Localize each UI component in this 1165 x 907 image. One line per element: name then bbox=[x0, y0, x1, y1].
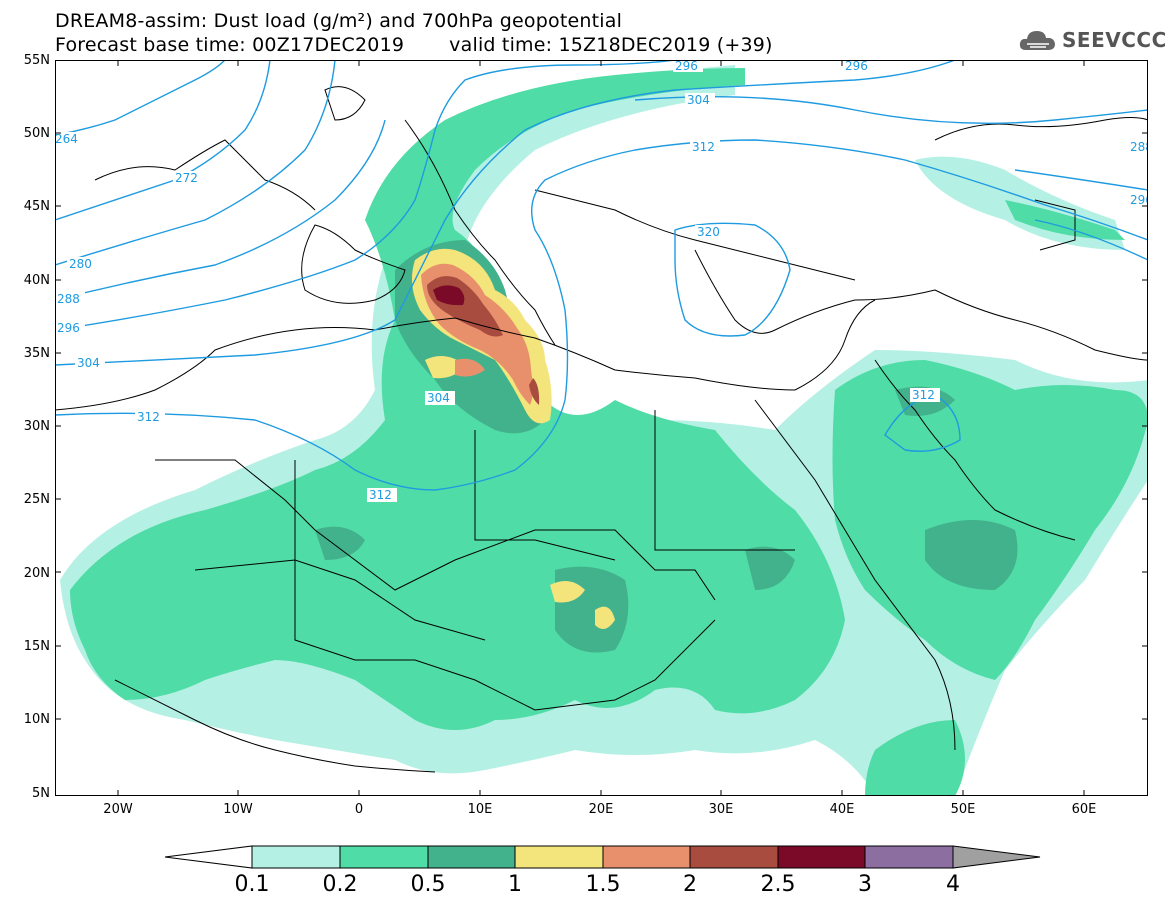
contour-label: 288 bbox=[1130, 140, 1148, 154]
contour-label: 312 bbox=[692, 140, 715, 154]
lon-label: 10W bbox=[223, 802, 253, 817]
colorbar-label: 3 bbox=[858, 872, 872, 897]
lon-label: 60E bbox=[1071, 802, 1097, 817]
lat-label: 5N bbox=[32, 786, 50, 801]
contour-label-group: 264 272 280 288 296 304 312 320 296 296 … bbox=[55, 60, 1148, 502]
lat-label: 40N bbox=[23, 273, 50, 288]
lon-label: 50E bbox=[950, 802, 976, 817]
colorbar-swatch-3 bbox=[864, 845, 954, 869]
contour-label: 280 bbox=[69, 257, 92, 271]
lat-label: 55N bbox=[23, 53, 50, 68]
colorbar-label: 0.5 bbox=[410, 872, 446, 897]
contour-label: 304 bbox=[427, 391, 450, 405]
colorbar-label: 2 bbox=[683, 872, 697, 897]
contour-label: 296 bbox=[675, 60, 698, 73]
lon-label: 10E bbox=[467, 802, 493, 817]
map-title: DREAM8-assim: Dust load (g/m²) and 700hP… bbox=[55, 10, 623, 32]
lat-label: 45N bbox=[23, 199, 50, 214]
seevccc-logo: SEEVCCC bbox=[1018, 28, 1165, 52]
colorbar-label: 4 bbox=[946, 872, 960, 897]
lon-label: 20E bbox=[588, 802, 614, 817]
contour-label: 320 bbox=[697, 225, 720, 239]
colorbar-label: 1 bbox=[508, 872, 522, 897]
forecast-base-time: Forecast base time: 00Z17DEC2019 bbox=[55, 34, 405, 56]
contour-label: 296 bbox=[845, 60, 868, 73]
dust-layer-2.5 bbox=[433, 285, 465, 306]
lon-label: 0 bbox=[354, 802, 364, 817]
contour-label: 312 bbox=[912, 388, 935, 402]
lat-label: 25N bbox=[23, 492, 50, 507]
colorbar-swatch-1.5 bbox=[602, 845, 691, 869]
contour-label: 312 bbox=[137, 410, 160, 424]
lon-label: 30E bbox=[708, 802, 734, 817]
contour-label: 304 bbox=[687, 93, 710, 107]
colorbar-swatch-1 bbox=[514, 845, 604, 869]
dust-map: 264 272 280 288 296 304 312 320 296 296 … bbox=[55, 60, 1148, 796]
logo-text: SEEVCCC bbox=[1062, 28, 1165, 52]
colorbar-swatch-2.5 bbox=[777, 845, 866, 869]
colorbar-label: 2.5 bbox=[760, 872, 796, 897]
contour-label: 304 bbox=[77, 356, 100, 370]
colorbar-over-arrow bbox=[952, 845, 1041, 869]
map-subtitle: Forecast base time: 00Z17DEC2019 valid ti… bbox=[55, 34, 773, 56]
valid-time: valid time: 15Z18DEC2019 (+39) bbox=[449, 34, 773, 56]
contour-label: 272 bbox=[175, 171, 198, 185]
contour-label: 312 bbox=[369, 488, 392, 502]
contour-label: 288 bbox=[57, 292, 80, 306]
colorbar-swatch-0.5 bbox=[427, 845, 516, 869]
colorbar bbox=[164, 845, 1041, 869]
lat-label: 20N bbox=[23, 566, 50, 581]
lon-label: 40E bbox=[829, 802, 855, 817]
colorbar-swatch-0.2 bbox=[339, 845, 429, 869]
colorbar-label: 0.2 bbox=[322, 872, 358, 897]
colorbar-swatch-2 bbox=[689, 845, 779, 869]
colorbar-label: 1.5 bbox=[585, 872, 621, 897]
colorbar-under-arrow bbox=[164, 845, 253, 869]
lat-label: 30N bbox=[23, 419, 50, 434]
lon-label: 20W bbox=[103, 802, 133, 817]
colorbar-swatch-0.1 bbox=[251, 845, 341, 869]
tick-marks bbox=[55, 60, 1148, 796]
lat-label: 35N bbox=[23, 346, 50, 361]
geopotential-contours bbox=[55, 60, 1148, 491]
contour-label: 296 bbox=[57, 321, 80, 335]
country-borders bbox=[55, 86, 1148, 773]
colorbar-label: 0.1 bbox=[234, 872, 270, 897]
lat-label: 50N bbox=[23, 126, 50, 141]
lat-label: 10N bbox=[23, 712, 50, 727]
contour-label: 296 bbox=[1130, 193, 1148, 207]
cloud-icon bbox=[1019, 31, 1055, 50]
contour-label: 264 bbox=[55, 132, 78, 146]
lat-label: 15N bbox=[23, 639, 50, 654]
